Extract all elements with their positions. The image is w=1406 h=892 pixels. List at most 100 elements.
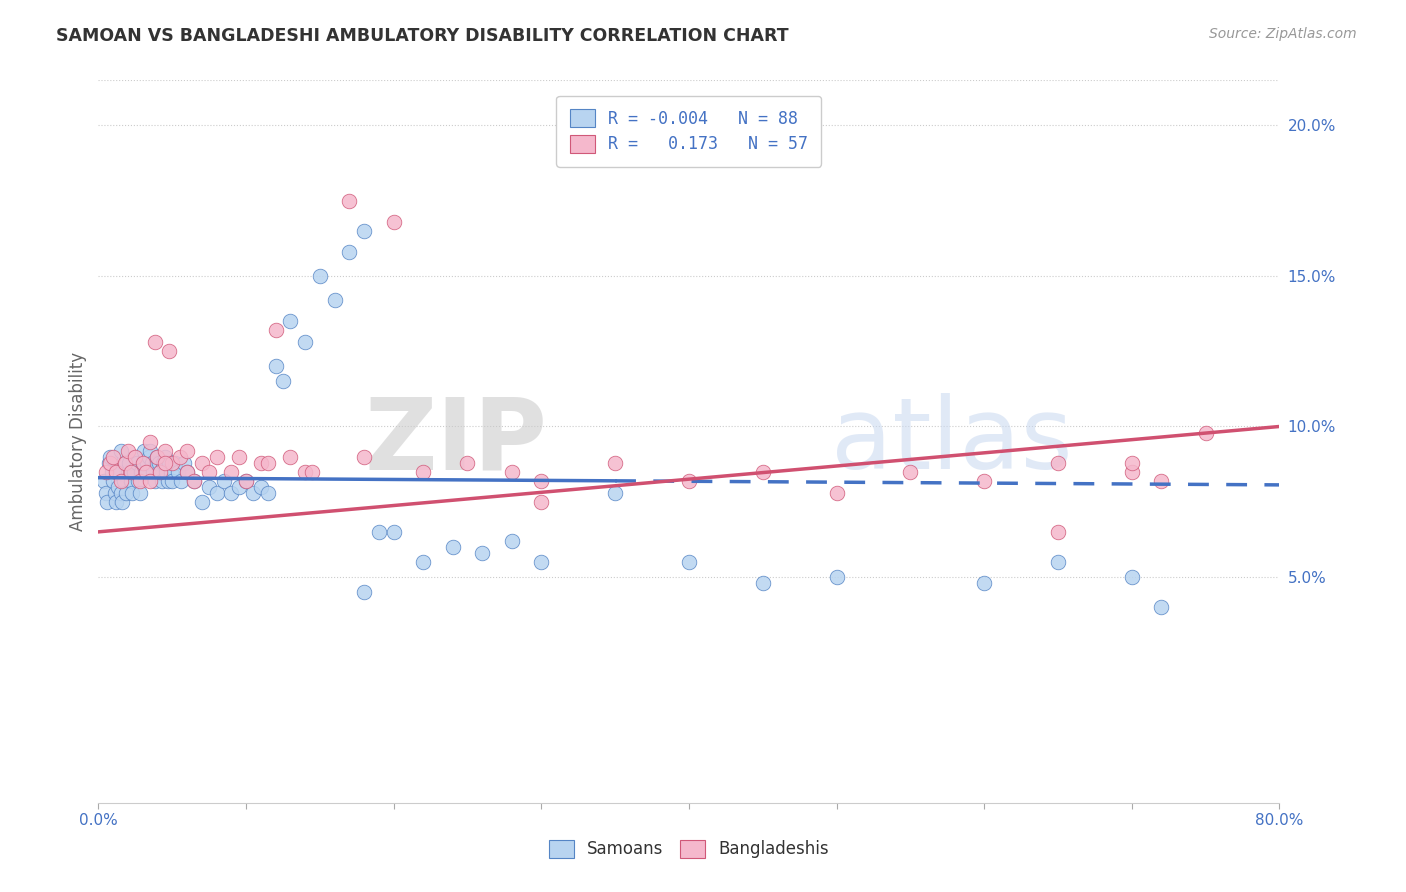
Point — [155, 465, 177, 479]
Point — [441, 540, 464, 554]
Point — [149, 465, 172, 479]
Point — [368, 524, 391, 539]
Point — [228, 480, 250, 494]
Point — [132, 456, 155, 470]
Point — [132, 456, 155, 470]
Point — [93, 474, 115, 488]
Point — [96, 494, 118, 508]
Point — [228, 450, 250, 464]
Point — [153, 450, 176, 464]
Point — [139, 443, 162, 458]
Point — [97, 456, 120, 470]
Point — [169, 450, 191, 464]
Point — [530, 494, 553, 508]
Point — [110, 485, 132, 500]
Point — [191, 456, 214, 470]
Point — [752, 465, 775, 479]
Point — [165, 456, 187, 470]
Point — [471, 546, 494, 560]
Point — [146, 450, 169, 464]
Point — [1195, 425, 1218, 440]
Point — [110, 443, 132, 458]
Point — [1046, 524, 1070, 539]
Point — [114, 456, 136, 470]
Point — [121, 485, 143, 500]
Point — [678, 474, 700, 488]
Point — [323, 293, 346, 307]
Point — [198, 480, 221, 494]
Point — [198, 465, 221, 479]
Point — [294, 335, 316, 350]
Point — [148, 456, 170, 470]
Point — [157, 456, 180, 470]
Point — [157, 344, 180, 359]
Point — [264, 359, 287, 374]
Point — [1046, 555, 1070, 569]
Point — [1046, 456, 1070, 470]
Point — [143, 474, 166, 488]
Point — [501, 465, 523, 479]
Point — [138, 450, 160, 464]
Point — [149, 465, 172, 479]
Point — [271, 374, 294, 388]
Point — [127, 474, 149, 488]
Point — [605, 456, 627, 470]
Point — [162, 474, 183, 488]
Point — [125, 456, 148, 470]
Point — [176, 465, 198, 479]
Point — [353, 585, 375, 599]
Legend: R = -0.004   N = 88, R =   0.173   N = 57: R = -0.004 N = 88, R = 0.173 N = 57 — [557, 95, 821, 167]
Point — [1150, 600, 1173, 615]
Point — [105, 465, 128, 479]
Point — [142, 465, 165, 479]
Point — [104, 485, 127, 500]
Point — [170, 474, 193, 488]
Point — [501, 533, 523, 548]
Point — [143, 335, 166, 350]
Point — [412, 555, 434, 569]
Point — [153, 443, 176, 458]
Text: Source: ZipAtlas.com: Source: ZipAtlas.com — [1209, 27, 1357, 41]
Point — [117, 465, 139, 479]
Point — [150, 474, 173, 488]
Point — [1150, 474, 1173, 488]
Point — [159, 465, 181, 479]
Point — [294, 465, 316, 479]
Point — [118, 456, 141, 470]
Point — [105, 494, 128, 508]
Point — [110, 474, 132, 488]
Point — [280, 450, 302, 464]
Point — [141, 456, 163, 470]
Point — [900, 465, 922, 479]
Point — [678, 555, 700, 569]
Point — [1121, 456, 1143, 470]
Point — [115, 485, 138, 500]
Point — [94, 485, 117, 500]
Point — [205, 450, 228, 464]
Point — [111, 494, 134, 508]
Point — [112, 474, 135, 488]
Point — [530, 474, 553, 488]
Point — [339, 244, 361, 259]
Point — [134, 443, 156, 458]
Point — [280, 314, 302, 328]
Point — [752, 576, 775, 591]
Point — [98, 450, 121, 464]
Point — [153, 456, 176, 470]
Point — [235, 474, 257, 488]
Y-axis label: Ambulatory Disability: Ambulatory Disability — [69, 352, 87, 531]
Point — [382, 215, 405, 229]
Point — [162, 456, 183, 470]
Point — [250, 480, 273, 494]
Point — [309, 268, 332, 283]
Point — [382, 524, 405, 539]
Point — [107, 480, 129, 494]
Point — [152, 456, 174, 470]
Point — [103, 474, 125, 488]
Point — [98, 456, 121, 470]
Point — [120, 465, 142, 479]
Point — [135, 465, 157, 479]
Point — [135, 465, 157, 479]
Point — [117, 443, 139, 458]
Point — [183, 474, 205, 488]
